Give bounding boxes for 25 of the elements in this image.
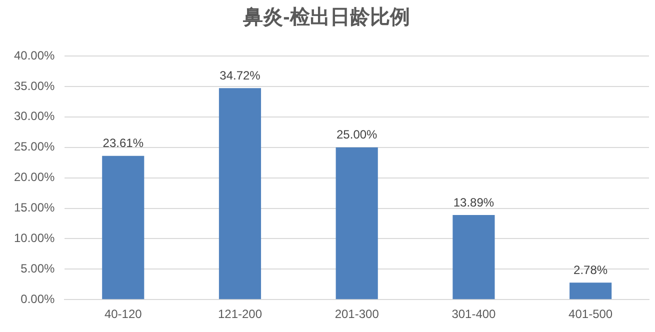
x-tick-label: 301-400 — [452, 307, 496, 322]
x-tick-label: 40-120 — [104, 307, 142, 322]
data-label: 23.61% — [102, 136, 144, 150]
y-tick-label: 0.00% — [20, 292, 56, 306]
data-label: 25.00% — [336, 128, 378, 142]
bar — [102, 156, 144, 300]
x-tick-label: 121-200 — [218, 307, 262, 322]
y-tick-label: 20.00% — [14, 170, 56, 184]
bar — [570, 282, 612, 300]
y-tick-label: 15.00% — [14, 200, 56, 215]
data-label: 13.89% — [453, 195, 494, 210]
y-tick-label: 5.00% — [20, 261, 56, 276]
y-tick-label: 40.00% — [14, 48, 56, 62]
y-tick-label: 30.00% — [14, 109, 56, 124]
chart-title: 鼻炎-检出日龄比例 — [242, 6, 410, 29]
x-tick-label: 201-300 — [334, 307, 380, 322]
data-label: 34.72% — [220, 68, 261, 82]
y-tick-label: 10.00% — [14, 231, 56, 246]
bar — [452, 215, 495, 300]
x-tick-label: 401-500 — [568, 307, 613, 322]
y-tick-label: 35.00% — [14, 78, 56, 93]
data-label: 2.78% — [574, 262, 608, 277]
y-tick-label: 25.00% — [14, 140, 56, 154]
bar — [336, 147, 378, 300]
bar — [218, 88, 262, 300]
